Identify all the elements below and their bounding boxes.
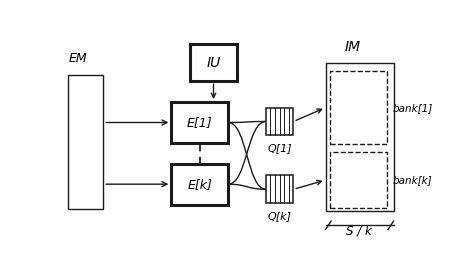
FancyBboxPatch shape xyxy=(190,44,237,81)
FancyBboxPatch shape xyxy=(326,63,393,211)
FancyBboxPatch shape xyxy=(266,175,293,203)
Text: bank[k]: bank[k] xyxy=(393,175,432,185)
Text: Q[k]: Q[k] xyxy=(268,211,292,221)
Text: IM: IM xyxy=(345,40,361,54)
Text: E[1]: E[1] xyxy=(187,116,212,129)
FancyBboxPatch shape xyxy=(330,71,387,144)
FancyBboxPatch shape xyxy=(171,102,228,143)
Text: S / k: S / k xyxy=(346,224,372,237)
Text: IU: IU xyxy=(206,56,221,70)
Text: E[k]: E[k] xyxy=(187,178,212,191)
FancyBboxPatch shape xyxy=(330,152,387,208)
FancyBboxPatch shape xyxy=(68,75,103,209)
Text: EM: EM xyxy=(68,52,87,65)
Text: bank[1]: bank[1] xyxy=(393,103,433,113)
FancyBboxPatch shape xyxy=(171,164,228,205)
Text: Q[1]: Q[1] xyxy=(267,144,292,154)
FancyBboxPatch shape xyxy=(266,108,293,135)
